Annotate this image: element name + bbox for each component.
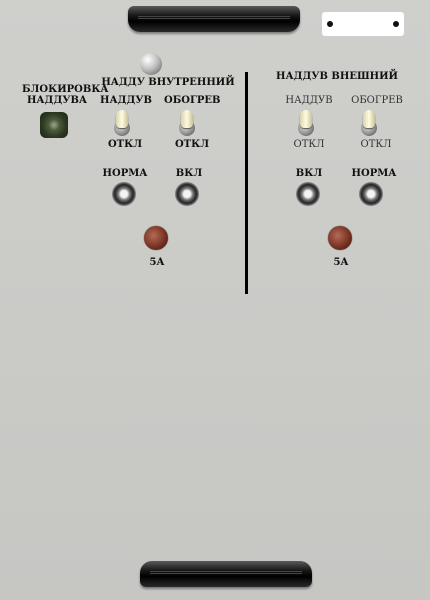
bottom-handle: [140, 561, 312, 587]
external-heat-toggle[interactable]: [358, 110, 380, 136]
internal-normal-lamp-label: НОРМА: [102, 168, 148, 179]
external-boost-toggle[interactable]: [295, 110, 317, 136]
external-fuse[interactable]: [328, 226, 352, 250]
internal-on-lamp-label: ВКЛ: [175, 168, 203, 179]
external-heat-label: ОБОГРЕВ: [351, 95, 403, 106]
plate-hole-left: [327, 21, 333, 27]
internal-heat-toggle[interactable]: [176, 110, 198, 136]
section-divider: [245, 72, 248, 294]
internal-boost-label: НАДДУВ: [100, 95, 152, 106]
label-plate: [322, 12, 404, 36]
external-heat-state: ОТКЛ: [360, 139, 392, 150]
external-normal-lamp-label: НОРМА: [351, 168, 397, 179]
external-on-lamp-label: ВКЛ: [295, 168, 323, 179]
internal-normal-lamp: [112, 182, 136, 206]
boost-lock-switch[interactable]: [40, 112, 68, 138]
plate-hole-right: [393, 21, 399, 27]
internal-fuse-label: 5А: [149, 257, 165, 268]
internal-boost-state: ОТКЛ: [107, 139, 143, 150]
external-boost-label: НАДДУВ: [285, 95, 333, 106]
internal-on-lamp: [175, 182, 199, 206]
external-fuse-label: 5А: [333, 257, 349, 268]
external-on-lamp: [296, 182, 320, 206]
external-boost-state: ОТКЛ: [293, 139, 325, 150]
internal-section-title: НАДДУ ВНУТРЕННИЙ: [101, 77, 235, 88]
internal-fuse[interactable]: [144, 226, 168, 250]
lock-label-line1: БЛОКИРОВКА: [22, 84, 109, 95]
internal-boost-toggle[interactable]: [111, 110, 133, 136]
top-handle: [128, 6, 300, 32]
internal-heat-label: ОБОГРЕВ: [164, 95, 221, 106]
external-section-title: НАДДУВ ВНЕШНИЙ: [276, 71, 398, 82]
external-normal-lamp: [359, 182, 383, 206]
adjust-knob[interactable]: [140, 53, 162, 75]
internal-heat-state: ОТКЛ: [174, 139, 210, 150]
lock-label-line2: НАДДУВА: [26, 95, 88, 106]
